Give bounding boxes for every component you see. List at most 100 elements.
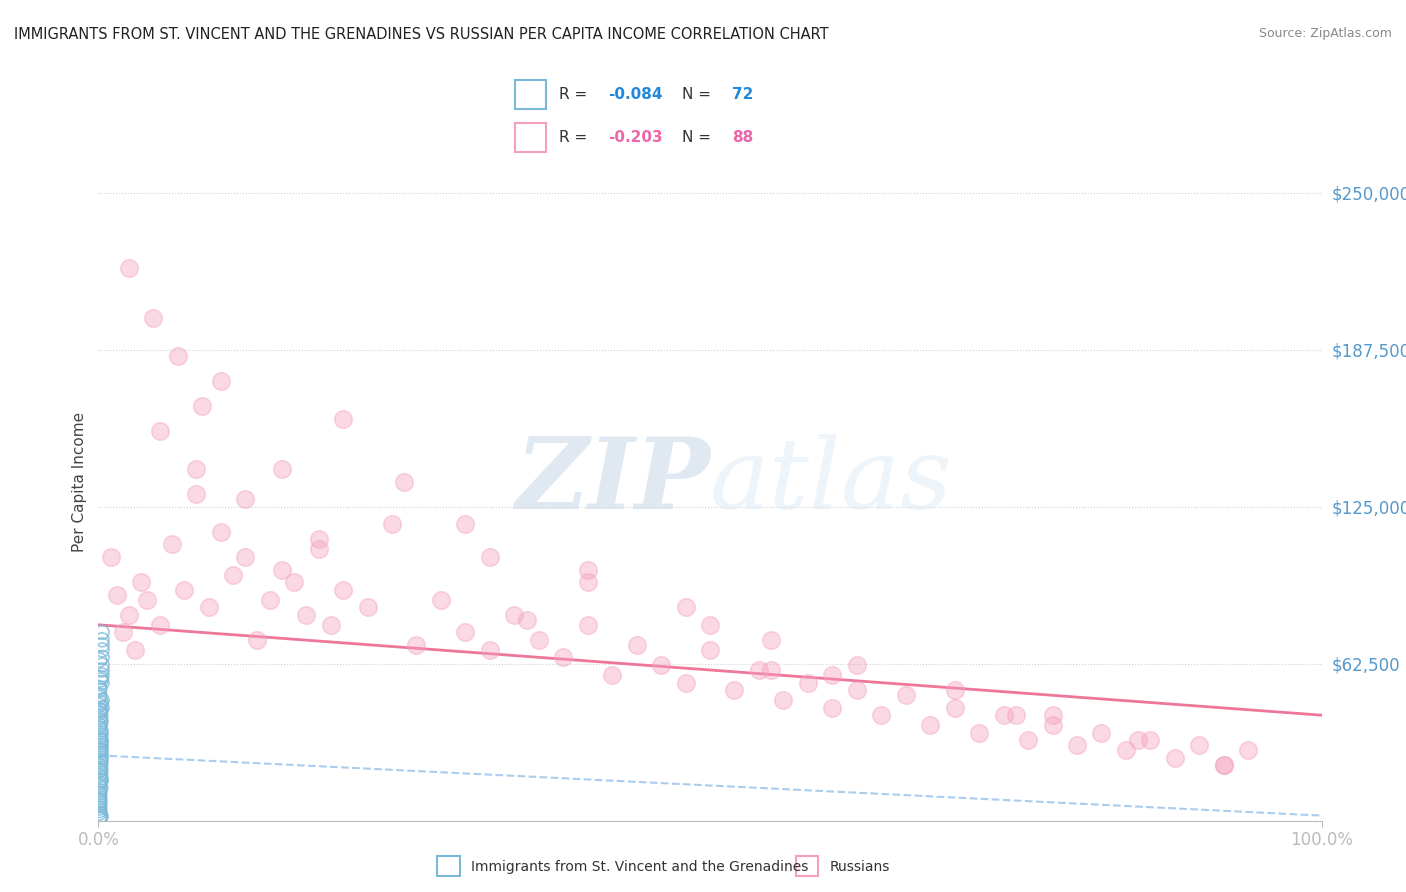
Point xyxy=(576,617,599,632)
Point xyxy=(89,698,111,713)
Point xyxy=(90,708,112,723)
Point xyxy=(90,743,112,757)
Point xyxy=(222,567,245,582)
Text: IMMIGRANTS FROM ST. VINCENT AND THE GRENADINES VS RUSSIAN PER CAPITA INCOME CORR: IMMIGRANTS FROM ST. VINCENT AND THE GREN… xyxy=(14,27,828,42)
Point xyxy=(295,607,318,622)
Point xyxy=(748,663,770,677)
Point xyxy=(89,758,111,772)
Point xyxy=(89,653,111,667)
Point xyxy=(90,703,112,717)
Point xyxy=(967,725,990,739)
Point xyxy=(920,718,942,732)
Point xyxy=(173,582,195,597)
Point xyxy=(478,549,501,564)
Point xyxy=(89,703,111,717)
Point xyxy=(90,753,112,767)
Point xyxy=(91,625,114,640)
Point xyxy=(821,668,844,682)
Point xyxy=(89,801,111,815)
Point xyxy=(90,723,112,738)
Point xyxy=(319,617,342,632)
Point xyxy=(1139,733,1161,747)
Point xyxy=(772,693,794,707)
Point xyxy=(943,683,966,698)
Point xyxy=(90,746,112,760)
Point xyxy=(90,696,112,710)
Point xyxy=(111,625,134,640)
Point xyxy=(89,711,111,725)
Point xyxy=(870,708,893,723)
Point xyxy=(1004,708,1026,723)
Point xyxy=(90,766,112,780)
Text: R =: R = xyxy=(558,130,592,145)
Point xyxy=(89,743,111,757)
Point xyxy=(90,740,112,755)
Text: atlas: atlas xyxy=(710,434,953,529)
Point xyxy=(1115,743,1137,757)
Point xyxy=(136,592,159,607)
Point xyxy=(89,776,111,790)
Point xyxy=(91,657,114,672)
Point xyxy=(332,582,354,597)
Point xyxy=(105,588,128,602)
Point xyxy=(943,700,966,714)
Text: ZIP: ZIP xyxy=(515,434,710,530)
Point xyxy=(308,542,330,557)
Point xyxy=(90,725,112,739)
Point xyxy=(209,524,232,539)
Point xyxy=(576,575,599,590)
Point xyxy=(118,261,141,276)
Text: N =: N = xyxy=(682,87,716,102)
Point xyxy=(553,650,575,665)
Point xyxy=(91,693,114,707)
Point xyxy=(821,700,844,714)
Point xyxy=(90,739,112,753)
Point xyxy=(90,713,112,727)
Text: Russians: Russians xyxy=(830,860,890,874)
Point xyxy=(233,492,256,507)
Point xyxy=(308,533,330,547)
Point xyxy=(89,798,111,813)
Point xyxy=(332,412,354,426)
Point xyxy=(246,632,269,647)
Point xyxy=(90,773,112,788)
Point xyxy=(283,575,305,590)
Point xyxy=(90,728,112,742)
Point xyxy=(89,706,111,720)
Point xyxy=(1042,708,1064,723)
Point xyxy=(89,779,111,793)
Point xyxy=(90,733,112,747)
Point xyxy=(626,638,648,652)
Text: 72: 72 xyxy=(733,87,754,102)
Point xyxy=(797,675,820,690)
Text: Source: ZipAtlas.com: Source: ZipAtlas.com xyxy=(1258,27,1392,40)
Point xyxy=(454,625,477,640)
Point xyxy=(89,690,111,705)
Point xyxy=(503,607,526,622)
Point xyxy=(118,607,141,622)
Point xyxy=(894,688,917,702)
Point xyxy=(90,756,112,770)
Text: R =: R = xyxy=(558,87,592,102)
Point xyxy=(405,638,427,652)
Point xyxy=(149,617,172,632)
Point xyxy=(89,791,111,805)
Point xyxy=(270,563,294,577)
Point xyxy=(699,643,721,657)
Point xyxy=(90,751,112,765)
Point xyxy=(90,736,112,750)
Point xyxy=(1237,743,1260,757)
Point xyxy=(1212,758,1234,772)
Point xyxy=(845,657,868,672)
Point xyxy=(89,783,111,797)
Point xyxy=(845,683,868,698)
Point xyxy=(454,517,477,532)
Point xyxy=(1212,758,1234,772)
Point xyxy=(675,675,697,690)
Point xyxy=(723,683,745,698)
Point xyxy=(699,617,721,632)
Point xyxy=(600,668,623,682)
Point xyxy=(1128,733,1150,747)
Point xyxy=(89,813,111,827)
Y-axis label: Per Capita Income: Per Capita Income xyxy=(72,411,87,552)
